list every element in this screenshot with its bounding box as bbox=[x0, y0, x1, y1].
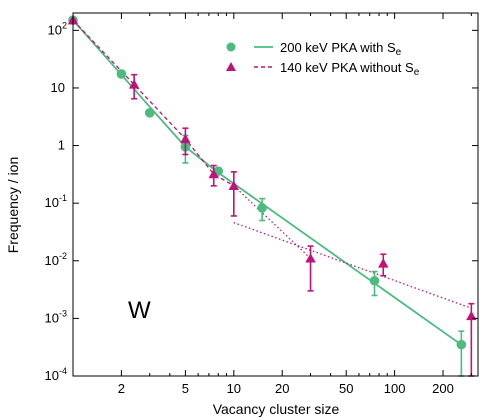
legend-label-1: 200 keV PKA with Se bbox=[280, 40, 402, 58]
y-axis-title: Frequency / ion bbox=[5, 157, 21, 254]
plot-frame bbox=[72, 12, 479, 377]
y-tick-label-exp-1: -3 bbox=[59, 308, 67, 318]
legend-marker-1 bbox=[226, 42, 236, 52]
series-2-point-2 bbox=[180, 133, 191, 144]
legend-label-2: 140 keV PKA without Se bbox=[280, 60, 420, 78]
y-tick-label-1: 10-3 bbox=[45, 308, 67, 325]
y-tick-label-exp-6: 2 bbox=[62, 20, 67, 30]
y-tick-label-base-3: 10 bbox=[45, 195, 59, 210]
series-2-point-7 bbox=[466, 310, 477, 321]
y-tick-label-base-0: 10 bbox=[45, 368, 59, 383]
series-1-point-1 bbox=[116, 69, 127, 79]
legend-entry-1: 200 keV PKA with Se bbox=[226, 40, 402, 58]
series-1-point-2 bbox=[144, 108, 155, 118]
series-1-point-6 bbox=[369, 275, 380, 286]
y-tick-label-3: 10-1 bbox=[45, 193, 67, 210]
series-1-fit-line bbox=[72, 19, 462, 346]
legend-label-1-main: 200 keV PKA with S bbox=[280, 40, 396, 55]
y-tick-label-base-4: 1 bbox=[58, 138, 65, 153]
series-2-point-5 bbox=[305, 253, 316, 263]
legend: 200 keV PKA with Se 140 keV PKA without … bbox=[226, 40, 420, 78]
panel-label: W bbox=[128, 297, 151, 324]
y-tick-label-0: 10-4 bbox=[45, 366, 67, 383]
x-tick-label-2: 10 bbox=[227, 381, 241, 396]
x-tick-label-1: 5 bbox=[182, 381, 189, 396]
legend-entry-2: 140 keV PKA without Se bbox=[226, 60, 420, 78]
x-tick-label-3: 20 bbox=[275, 381, 289, 396]
legend-label-2-main: 140 keV PKA without S bbox=[280, 60, 414, 75]
y-tick-label-base-1: 10 bbox=[45, 310, 59, 325]
x-tick-label-4: 50 bbox=[339, 381, 353, 396]
y-tick-label-4: 1 bbox=[58, 138, 65, 153]
x-tick-label-6: 200 bbox=[432, 381, 454, 396]
legend-marker-2 bbox=[226, 62, 236, 71]
series-2-point-4 bbox=[228, 180, 240, 190]
y-tick-label-2: 10-2 bbox=[45, 251, 67, 268]
y-tick-label-exp-2: -2 bbox=[59, 251, 67, 261]
y-tick-label-base-2: 10 bbox=[45, 253, 59, 268]
y-tick-label-6: 102 bbox=[48, 20, 67, 37]
x-tick-label-0: 2 bbox=[118, 381, 125, 396]
series-1-point-7 bbox=[456, 339, 467, 350]
legend-label-2-sub: e bbox=[414, 67, 420, 78]
y-tick-label-base-6: 10 bbox=[48, 22, 62, 37]
series-2-point-3 bbox=[208, 168, 219, 179]
y-tick-label-base-5: 10 bbox=[51, 80, 65, 95]
y-tick-label-exp-3: -1 bbox=[59, 193, 67, 203]
legend-label-1-sub: e bbox=[396, 47, 402, 58]
series-2-point-6 bbox=[378, 258, 389, 268]
y-tick-label-5: 10 bbox=[51, 80, 65, 95]
plot-area bbox=[67, 14, 477, 377]
x-axis-title: Vacancy cluster size bbox=[213, 401, 340, 417]
series-1-point-5 bbox=[257, 203, 267, 213]
series-2-point-1 bbox=[128, 79, 140, 89]
y-tick-label-exp-0: -4 bbox=[59, 366, 67, 376]
x-tick-label-5: 100 bbox=[384, 381, 406, 396]
